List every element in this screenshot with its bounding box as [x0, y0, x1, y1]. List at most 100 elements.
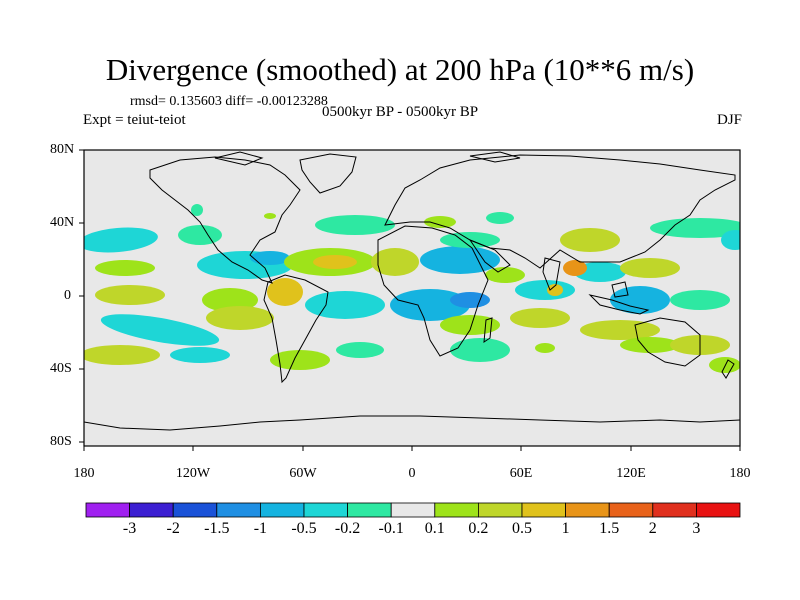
- y-tick-label: 80N: [50, 142, 75, 157]
- colorbar-swatch: [216, 502, 261, 518]
- colorbar-swatch: [565, 502, 610, 518]
- field-blob: [170, 347, 230, 363]
- field-blob: [486, 212, 514, 224]
- y-tick-label: 0: [64, 288, 71, 303]
- coastline-africa: [377, 225, 489, 357]
- colorbar-label: -1: [253, 520, 268, 537]
- coastline-arabia: [468, 238, 511, 273]
- field-blob: [84, 345, 160, 365]
- coastline-indonesia: [588, 294, 650, 315]
- x-tick-label: 0: [408, 466, 416, 481]
- y-tick-label: 80S: [50, 434, 72, 449]
- colorbar-label: 0.2: [468, 520, 489, 537]
- colorbar-label: -2: [166, 520, 180, 537]
- field-blob: [547, 284, 563, 296]
- colorbar-label: 2: [648, 520, 657, 537]
- coastline-north-america: [149, 156, 301, 284]
- period-label: 0500kyr BP - 0500kyr BP: [322, 104, 479, 120]
- coastline-madagascar: [483, 317, 493, 343]
- colorbar-swatch: [477, 502, 523, 518]
- colorbar-swatch: [85, 502, 130, 518]
- field-blob: [620, 337, 680, 353]
- experiment-label: Expt = teiut-teiot: [83, 112, 186, 128]
- field-blob: [178, 225, 222, 245]
- field-blob: [424, 216, 456, 228]
- x-tick-label: 120W: [175, 466, 211, 481]
- field-blob: [510, 308, 570, 328]
- field-blob: [202, 288, 258, 312]
- field-blob: [371, 248, 419, 276]
- coastline-new-zealand: [721, 359, 735, 379]
- field-blob: [515, 280, 575, 300]
- colorbar-label: 3: [692, 520, 701, 537]
- coastline-greenland: [299, 153, 357, 194]
- y-tick-label: 40S: [50, 361, 72, 376]
- colorbar-swatch: [390, 502, 436, 518]
- coastline-south-america: [263, 274, 329, 384]
- coastline-india: [542, 257, 561, 291]
- coastlines: [84, 151, 740, 431]
- colorbar-label: 0.1: [424, 520, 445, 537]
- coastline-australia: [634, 317, 701, 367]
- field-blob: [95, 285, 165, 305]
- colorbar-swatch: [608, 502, 654, 518]
- field-blob: [620, 258, 680, 278]
- colorbar-label: 1: [561, 520, 570, 537]
- axis-ticks: [79, 149, 741, 451]
- field-blob: [574, 262, 626, 282]
- coastline-arctic-islands: [214, 151, 521, 166]
- x-tick-label: 120E: [616, 466, 646, 481]
- colorbar-label: 0.5: [512, 520, 532, 537]
- colorbar-label: -0.5: [291, 520, 317, 537]
- x-tick-label: 60E: [509, 466, 533, 481]
- stats-label: rmsd= 0.135603 diff= -0.00123288: [130, 94, 328, 109]
- field-blob: [191, 204, 203, 216]
- colorbar-swatch: [129, 502, 174, 518]
- field-blob: [721, 230, 740, 250]
- field-blob: [450, 292, 490, 308]
- field-blob: [264, 213, 276, 219]
- colorbar-swatch: [172, 502, 218, 518]
- colorbar-swatch: [259, 502, 305, 518]
- coastline-antarctica: [84, 415, 740, 431]
- field-blob: [270, 350, 330, 370]
- colorbar-swatch: [347, 502, 392, 518]
- colorbar-swatch: [652, 502, 697, 518]
- colorbar-label: -0.2: [334, 520, 361, 537]
- coastline-eurasia: [384, 154, 736, 269]
- colorbar-swatch: [434, 502, 479, 518]
- x-tick-label: 60W: [289, 466, 317, 481]
- field-blob: [313, 255, 357, 269]
- field-blob: [315, 215, 395, 235]
- field-blob: [267, 278, 303, 306]
- field-blob: [420, 246, 500, 274]
- colorbar-label: -3: [122, 520, 137, 537]
- field-blob: [100, 314, 220, 346]
- x-tick-label: 180: [73, 466, 95, 481]
- colorbar-label: -1.5: [204, 520, 230, 537]
- field-blob: [580, 320, 660, 340]
- map-title: Divergence (smoothed) at 200 hPa (10**6 …: [105, 52, 695, 87]
- field-blob: [390, 289, 470, 321]
- colorbar: [85, 502, 741, 518]
- field-blob: [95, 260, 155, 276]
- season-label: DJF: [716, 112, 742, 128]
- colorbar-label: 1.5: [599, 520, 620, 537]
- field-blob: [450, 338, 510, 362]
- field-blob: [610, 286, 670, 314]
- field-blob: [535, 343, 555, 353]
- field-blob: [250, 251, 290, 265]
- field-blob: [84, 227, 158, 253]
- field-blob: [709, 357, 740, 373]
- field-blob: [305, 291, 385, 319]
- field-blob: [670, 290, 730, 310]
- colorbar-swatch: [521, 502, 566, 518]
- y-tick-label: 40N: [50, 215, 75, 230]
- field-blob: [206, 306, 274, 330]
- x-tick-label: 180: [729, 466, 751, 481]
- field-blob: [485, 267, 525, 283]
- field-blob: [560, 228, 620, 252]
- field-blob: [563, 260, 587, 276]
- colorbar-label: -0.1: [378, 520, 404, 537]
